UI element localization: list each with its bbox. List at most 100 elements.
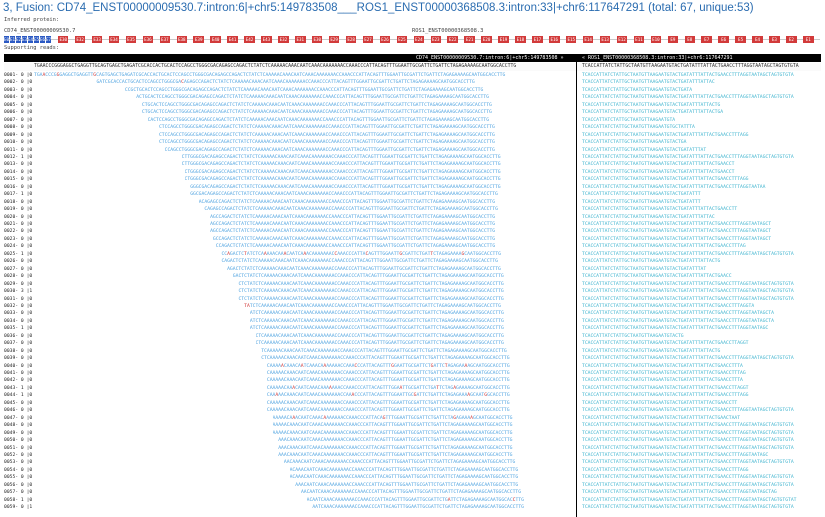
exon-ros1-E16[interactable]: E16 — [549, 36, 560, 43]
exon-ros1-E30[interactable]: E30 — [312, 36, 323, 43]
exon-ros1-E14[interactable]: E14 — [582, 36, 594, 43]
exon-ros1-E25[interactable]: E25 — [396, 36, 408, 43]
exon-cd74-E5[interactable]: E5 — [34, 36, 39, 43]
exon-ros1-E11[interactable]: E11 — [633, 36, 645, 43]
read-row[interactable]: 0052- 0 |0 AAACAAACAATCAAACAAAAAAACCAAACC… — [4, 452, 821, 459]
read-row[interactable]: 0003- 0 |0 CCGCTGCACTCCAGCCTGGGCGACAGAGCC… — [4, 87, 821, 94]
read-row[interactable]: 0016- 0 |0 GGGCGACAGAGCCAGACTCTATCTCAAAAA… — [4, 184, 821, 191]
read-row[interactable]: 0031- 0 |0 CTCTATCTCAAAAACAAACAATCAAACAAA… — [4, 296, 821, 303]
read-row[interactable]: 0021- 0 |0 AGCCAGACTCTATCTCAAAAACAAACAATC… — [4, 221, 821, 228]
exon-ros1-E4[interactable]: E4 — [752, 36, 763, 43]
read-row[interactable]: 0011- 0 |0 CCAGCCTGGGCGACAGAGCCAGACTCTATC… — [4, 147, 821, 154]
read-row[interactable]: 0044- 1 |0 CAAAAACAAACAATCAAACAAAAAAACCAA… — [4, 392, 821, 399]
exon-ros1-E24[interactable]: E24 — [413, 36, 425, 43]
exon-ros1-E40[interactable]: E40 — [210, 36, 221, 43]
exon-ros1-E34[interactable]: E34 — [108, 36, 120, 43]
exon-cd74-E2[interactable]: E2 — [16, 36, 21, 43]
exon-ros1-E33[interactable]: E33 — [91, 36, 103, 43]
exon-ros1-E10[interactable]: E10 — [650, 36, 662, 43]
read-row[interactable]: 0048- 0 |0 AAAAACAAACAATCAAACAAAAAAACCAAA… — [4, 422, 821, 429]
read-row[interactable]: 0038- 0 |0 TCAAAAACAAACAATCAAACAAAAAAACCA… — [4, 348, 821, 355]
exon-ros1-E23[interactable]: E23 — [430, 36, 442, 43]
read-row[interactable]: 0001- 0 |0 TGAACCCGGGAGGCTGAGGTTGCAGTGAGC… — [4, 72, 821, 79]
read-row[interactable]: 0015- 0 |0 CTGGGCGACAGAGCCAGACTCTATCTCAAA… — [4, 176, 821, 183]
read-row[interactable]: 0026- 0 |0 CAGACTCTATCTCAAAAACAAACAATCAAA… — [4, 258, 821, 265]
exon-ros1-E32[interactable]: E32 — [278, 36, 289, 43]
read-row[interactable]: 0047- 0 |0 AAAAACAAACAATCAAACAAAAAAACCAAA… — [4, 415, 821, 422]
read-row[interactable]: 0051- 0 |0 AAACAAACAATCAAACAAAAAAACCAAACC… — [4, 445, 821, 452]
read-row[interactable]: 0034- 0 |0 ATCTCAAAAACAAACAATCAAACAAAAAAA… — [4, 318, 821, 325]
read-row[interactable]: 0030- 3 |1 CTCTATCTCAAAAACAAACAATCAAACAAA… — [4, 288, 821, 295]
exon-ros1-E8[interactable]: E8 — [684, 36, 696, 43]
read-row[interactable]: 0045- 0 |0 CAAAAACAAACAATCAAACAAAAAAACCAA… — [4, 400, 821, 407]
read-row[interactable]: 0008- 0 |0 CTCCAGCCTGGGCGACAGAGCCAGACTCTA… — [4, 124, 821, 131]
read-row[interactable]: 0028- 0 |0 GACTCTATCTCAAAAACAAACAATCAAACA… — [4, 273, 821, 280]
read-row[interactable]: 0002- 0 |0 GATCGCACCACTGCACTCCAGCCTGGGCGA… — [4, 79, 821, 86]
read-row[interactable]: 0024- 0 |0 CCAGACTCTATCTCAAAAACAAACAATCAA… — [4, 243, 821, 250]
read-row[interactable]: 0013- 0 |0 CTTGGGCGACAGAGCCAGACTCTATCTCAA… — [4, 161, 821, 168]
exon-ros1-E12[interactable]: E12 — [616, 36, 628, 43]
exon-ros1-E9[interactable]: E9 — [667, 36, 679, 43]
read-row[interactable]: 0056- 0 |0 AAACAATCAAACAAAAAAACCAAACCCATT… — [4, 482, 821, 489]
exon-ros1-E7[interactable]: E7 — [701, 36, 712, 43]
exon-ros1-E6[interactable]: E6 — [718, 36, 729, 43]
exon-ros1-E39[interactable]: E39 — [193, 36, 204, 43]
exon-ros1-E3[interactable]: E3 — [769, 36, 780, 43]
read-row[interactable]: 0049- 0 |0 AAAAACAAACAATCAAACAAAAAAACCAAA… — [4, 430, 821, 437]
read-row[interactable]: 0050- 0 |0 AAACAAACAATCAAACAAAAAAACCAAACC… — [4, 437, 821, 444]
read-row[interactable]: 0037- 0 |0 CTCAAAAACAAACAATCAAACAAAAAAACC… — [4, 340, 821, 347]
exon-ros1-E35[interactable]: E35 — [125, 36, 137, 43]
read-row[interactable]: 0041- 0 |0 CAAAAACAAACAATCAAACAAAAAAACCAA… — [4, 370, 821, 377]
exon-ros1-E29[interactable]: E29 — [328, 36, 340, 43]
read-row[interactable]: 0004- 0 |0 ACTGCACTCCAGCCTGGGCGACAGAGCCAG… — [4, 94, 821, 101]
exon-ros1-E42[interactable]: E42 — [244, 36, 255, 43]
read-row[interactable]: 0014- 0 |0 CTGGGCGACAGAGCCAGACTCTATCTCAAA… — [4, 169, 821, 176]
read-row[interactable]: 0057- 0 |0 AACAATCAAACAAAAAAACCAAACCCATTA… — [4, 489, 821, 496]
read-row[interactable]: 0017- 1 |0 GGCGACAGAGCCAGACTCTATCTCAAAAAC… — [4, 191, 821, 198]
exon-ros1-E19[interactable]: E19 — [498, 36, 509, 43]
read-row[interactable]: 0046- 0 |0 CAAAAACAAACAATCAAACAAAAAAACCAA… — [4, 407, 821, 414]
exon-ros1-E26[interactable]: E26 — [379, 36, 391, 43]
exon-ros1-E21[interactable]: E21 — [464, 36, 475, 43]
exon-ros1-E31[interactable]: E31 — [295, 36, 306, 43]
read-row[interactable]: 0058- 1 |0 ACAATCAAACAAAAAAACCAAACCCATTAC… — [4, 497, 821, 504]
exon-ros1-E18[interactable]: E18 — [515, 36, 526, 43]
exon-ros1-E5[interactable]: E5 — [735, 36, 746, 43]
exon-cd74-E0[interactable]: E0 — [4, 36, 9, 43]
read-row[interactable]: 0009- 0 |0 CTCCAGCCTGGGCGACAGAGCCAGACTCTA… — [4, 132, 821, 139]
exon-ros1-E15[interactable]: E15 — [566, 36, 577, 43]
exon-ros1-E2[interactable]: E2 — [786, 36, 797, 43]
exon-ros1-E37[interactable]: E37 — [159, 36, 171, 43]
exon-cd74-E1[interactable]: E1 — [10, 36, 15, 43]
exon-ros1-E27[interactable]: E27 — [362, 36, 374, 43]
exon-cd74-E3[interactable]: E3 — [22, 36, 27, 43]
exon-ros1-E22[interactable]: E22 — [447, 36, 458, 43]
read-row[interactable]: 0010- 0 |0 CTCCAGCCTGGGCGACAGAGCCAGACTCTA… — [4, 139, 821, 146]
exon-cd74-E4[interactable]: E4 — [28, 36, 33, 43]
exon-ros1-E32[interactable]: E32 — [74, 36, 86, 43]
read-row[interactable]: 0053- 0 |0 AACAAACAATCAAACAAAAAAACCAAACCC… — [4, 459, 821, 466]
read-row[interactable]: 0023- 0 |0 GCCAGACTCTATCTCAAAAACAAACAATCA… — [4, 236, 821, 243]
exon-ros1-E13[interactable]: E13 — [599, 36, 611, 43]
read-row[interactable]: 0018- 0 |0 ACAGAGCCAGACTCTATCTCAAAAACAAAC… — [4, 199, 821, 206]
exon-ros1-E36[interactable]: E36 — [142, 36, 154, 43]
exon-ros1-E17[interactable]: E17 — [532, 36, 543, 43]
read-row[interactable]: 0035- 1 |0 ATCTCAAAAACAAACAATCAAACAAAAAAA… — [4, 325, 821, 332]
read-row[interactable]: 0007- 0 |0 CACTCCAGCCTGGGCGACAGAGCCAGACTC… — [4, 117, 821, 124]
exon-ros1-E38[interactable]: E38 — [176, 36, 188, 43]
read-row[interactable]: 0059- 0 |1 AATCAAACAAAAAAACCAAACCCATTACAG… — [4, 504, 821, 511]
exon-ros1-E43[interactable]: E43 — [261, 36, 272, 43]
read-row[interactable]: 0039- 0 |0 CTCAAAAACAAACAATCAAACAAAAAAACC… — [4, 355, 821, 362]
read-row[interactable]: 0022- 0 |0 AGCCAGACTCTATCTCAAAAACAAACAATC… — [4, 228, 821, 235]
exon-ros1-E28[interactable]: E28 — [345, 36, 357, 43]
read-row[interactable]: 0040- 0 |0 CAAAAACAAACAATCAAACAAAAAAACCAA… — [4, 363, 821, 370]
read-row[interactable]: 0005- 0 |0 CTGCACTCCAGCCTGGGCGACAGAGCCAGA… — [4, 102, 821, 109]
exon-ros1-E30[interactable]: E30 — [58, 36, 69, 43]
exon-ros1-E20[interactable]: E20 — [481, 36, 492, 43]
read-row[interactable]: 0032- 0 |0 TATCTCAAAAACAAACAATCAAACAAAAAA… — [4, 303, 821, 310]
read-row[interactable]: 0054- 0 |0 ACAAACAATCAAACAAAAAAACCAAACCCA… — [4, 467, 821, 474]
exon-cd74-E6[interactable]: E6 — [40, 36, 45, 43]
read-row[interactable]: 0027- 0 |0 AGACTCTATCTCAAAAACAAACAATCAAAC… — [4, 266, 821, 273]
read-row[interactable]: 0012- 1 |0 CTTGGGCGACAGAGCCAGACTCTATCTCAA… — [4, 154, 821, 161]
exon-cd74-E7[interactable]: E7 — [46, 36, 51, 43]
